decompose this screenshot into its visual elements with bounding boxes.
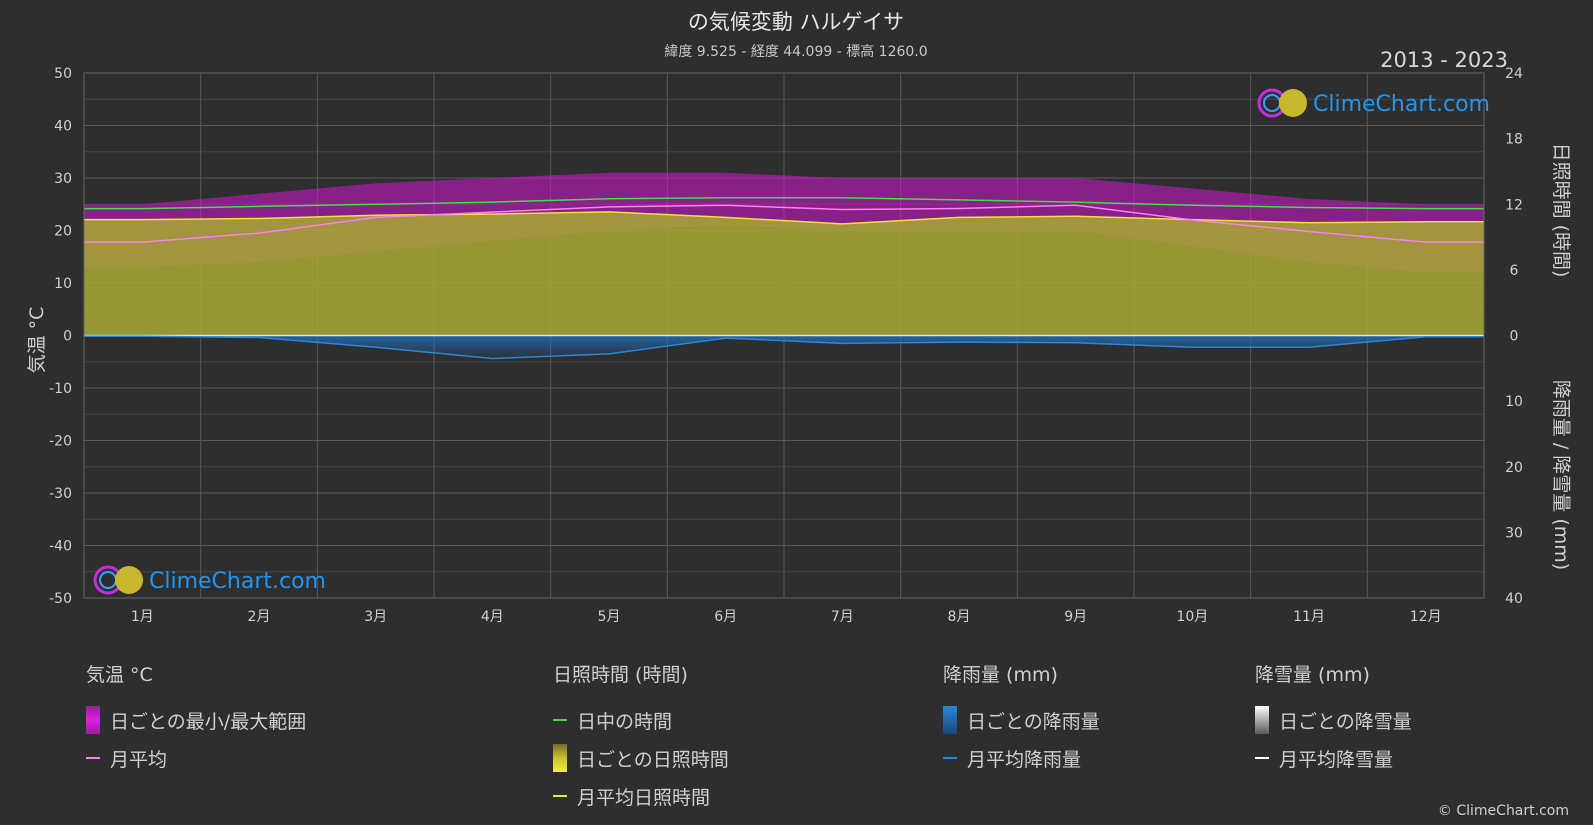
legend-sun-daily-label: 日ごとの日照時間 <box>577 748 729 771</box>
sun-tick-label: 18 <box>1505 132 1523 148</box>
legend-rain-header: 降雨量 (mm) <box>943 664 1058 686</box>
chart-title: の気候変動 ハルゲイサ <box>688 10 904 34</box>
sunshine-mean-swatch <box>553 795 567 797</box>
sunshine-area <box>84 211 1484 336</box>
left-axis-label: 気温 °C <box>26 307 48 374</box>
legend-temp-header: 気温 °C <box>86 664 153 686</box>
legend-temp-range-label: 日ごとの最小/最大範囲 <box>110 710 307 733</box>
month-tick-label: 7月 <box>831 609 854 625</box>
sunshine-fill <box>84 211 1484 336</box>
legend-rain-daily: 日ごとの降雨量 <box>943 701 1100 739</box>
left-tick-label: -30 <box>49 486 72 502</box>
legend-snow-daily-label: 日ごとの降雪量 <box>1279 710 1412 733</box>
daylight-line <box>84 196 1484 210</box>
sun-tick-label: 0 <box>1510 329 1519 345</box>
chart-subtitle: 緯度 9.525 - 経度 44.099 - 標高 1260.0 <box>664 43 927 60</box>
left-tick-label: 50 <box>54 66 72 82</box>
month-tick-label: 11月 <box>1293 609 1325 625</box>
rain-mean-line <box>84 335 1484 360</box>
legend-rain-mean-label: 月平均降雨量 <box>967 748 1082 771</box>
legend-sun-mean-label: 月平均日照時間 <box>577 786 711 809</box>
brand-logo-bottom[interactable]: ClimeChart.com <box>93 565 326 595</box>
sunshine-swatch <box>553 744 567 772</box>
month-tick-label: 1月 <box>131 609 154 625</box>
legend-sun-header: 日照時間 (時間) <box>553 664 688 686</box>
legend-snow-mean: 月平均降雪量 <box>1255 739 1412 777</box>
legend-temp-mean: 月平均 <box>86 739 306 777</box>
month-tick-label: 4月 <box>481 609 504 625</box>
month-tick-label: 10月 <box>1176 609 1208 625</box>
snow-swatch <box>1255 706 1269 734</box>
legend-sun-daylight-label: 日中の時間 <box>577 710 673 733</box>
left-tick-label: 40 <box>54 119 72 135</box>
legend-snow-mean-label: 月平均降雪量 <box>1279 748 1394 771</box>
rain-tick-label: 10 <box>1505 394 1523 410</box>
rain-tick-label: 30 <box>1505 525 1523 541</box>
rain-swatch <box>943 706 957 734</box>
month-tick-label: 2月 <box>248 609 271 625</box>
copyright[interactable]: © ClimeChart.com <box>1437 803 1569 819</box>
period-label: 2013 - 2023 <box>1380 48 1508 72</box>
temp-mean-swatch <box>86 757 100 759</box>
brand-text-top: ClimeChart.com <box>1313 92 1490 117</box>
month-tick-label: 9月 <box>1064 609 1087 625</box>
sunshine-mean-line <box>84 211 1484 225</box>
legend-temp-mean-label: 月平均 <box>110 748 168 771</box>
left-tick-label: 30 <box>54 171 72 187</box>
brand-text-bottom: ClimeChart.com <box>149 569 326 594</box>
left-tick-label: 20 <box>54 224 72 240</box>
legend-snow-header: 降雪量 (mm) <box>1255 664 1370 686</box>
daylight-swatch <box>553 719 567 721</box>
rain-tick-label: 40 <box>1505 591 1523 607</box>
month-tick-label: 3月 <box>364 609 387 625</box>
month-tick-label: 6月 <box>714 609 737 625</box>
legend-sun-mean: 月平均日照時間 <box>553 777 729 815</box>
rain-tick-label: 20 <box>1505 460 1523 476</box>
series-lines <box>84 196 1484 360</box>
month-tick-label: 8月 <box>948 609 971 625</box>
snow-mean-swatch <box>1255 757 1269 759</box>
sun-tick-label: 24 <box>1505 66 1523 82</box>
month-tick-label: 12月 <box>1410 609 1442 625</box>
left-tick-label: -20 <box>49 434 72 450</box>
legend-snow: 降雪量 (mm) 日ごとの降雪量 月平均降雪量 <box>1255 660 1412 777</box>
brand-logo-top[interactable]: ClimeChart.com <box>1257 88 1490 118</box>
legend-snow-daily: 日ごとの降雪量 <box>1255 701 1412 739</box>
legend-rain-daily-label: 日ごとの降雨量 <box>967 710 1100 733</box>
axes: 50 40 30 20 10 0 -10 -20 -30 -40 -50 24 18 12 6 0 10 20 30… <box>49 66 1523 625</box>
left-tick-label: -40 <box>49 539 72 555</box>
climate-chart: の気候変動 ハルゲイサ 緯度 9.525 - 経度 44.099 - 標高 12… <box>26 10 1572 625</box>
month-tick-label: 5月 <box>598 609 621 625</box>
legend-sun-daily: 日ごとの日照時間 <box>553 739 729 777</box>
legend-temp-range: 日ごとの最小/最大範囲 <box>86 701 306 739</box>
legend-sun: 日照時間 (時間) 日中の時間 日ごとの日照時間 月平均日照時間 <box>553 660 729 815</box>
left-tick-label: 0 <box>63 329 72 345</box>
legend-rain: 降雨量 (mm) 日ごとの降雨量 月平均降雨量 <box>943 660 1100 777</box>
legend-rain-mean: 月平均降雨量 <box>943 739 1100 777</box>
plot-frame <box>83 72 1485 599</box>
left-tick-label: -50 <box>49 591 72 607</box>
left-tick-label: 10 <box>54 276 72 292</box>
right-axis-rain-label: 降雨量 / 降雪量 (mm) <box>1550 380 1572 570</box>
sun-tick-label: 12 <box>1505 197 1523 213</box>
right-axis-sun-label: 日照時間 (時間) <box>1550 143 1572 278</box>
sun-tick-label: 6 <box>1510 263 1519 279</box>
temp-range-swatch <box>86 706 100 734</box>
legend-sun-daylight: 日中の時間 <box>553 701 729 739</box>
temp-mean-line <box>84 204 1484 243</box>
legend-temp: 気温 °C 日ごとの最小/最大範囲 月平均 <box>86 660 306 777</box>
rain-mean-swatch <box>943 757 957 759</box>
left-tick-label: -10 <box>49 381 72 397</box>
